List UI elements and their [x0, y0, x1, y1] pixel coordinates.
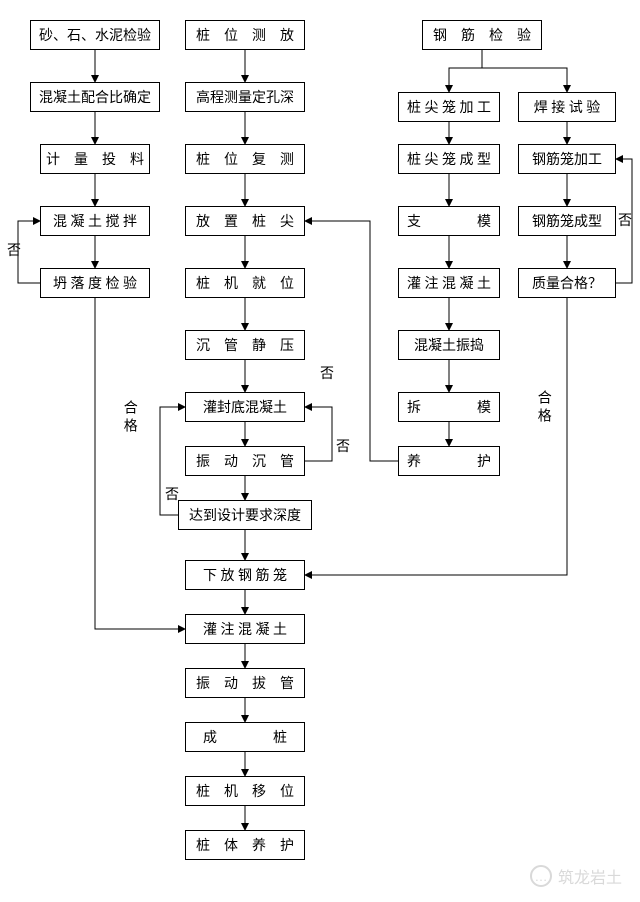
flow-node-c7: 养 护 [398, 446, 500, 476]
flow-node-b12: 振 动 拔 管 [185, 668, 305, 698]
flow-node-b2: 高程测量定孔深 [185, 82, 305, 112]
flow-node-b8: 振 动 沉 管 [185, 446, 305, 476]
flow-node-b11: 灌 注 混 凝 土 [185, 614, 305, 644]
flow-node-c4: 灌 注 混 凝 土 [398, 268, 500, 298]
flow-node-b13: 成 桩 [185, 722, 305, 752]
flow-node-a1: 砂、石、水泥检验 [30, 20, 160, 50]
edge-label: 否 [7, 244, 21, 261]
flow-node-d1: 焊 接 试 验 [518, 92, 616, 122]
flow-node-b14: 桩 机 移 位 [185, 776, 305, 806]
flow-node-b3: 桩 位 复 测 [185, 144, 305, 174]
flow-node-b4: 放 置 桩 尖 [185, 206, 305, 236]
flow-node-b15: 桩 体 养 护 [185, 830, 305, 860]
flowchart-edges [0, 0, 640, 902]
flow-node-b1: 桩 位 测 放 [185, 20, 305, 50]
flow-node-d4: 质量合格？ [518, 268, 616, 298]
flow-node-c1: 桩 尖 笼 加 工 [398, 92, 500, 122]
flow-node-a5: 坍 落 度 检 验 [40, 268, 150, 298]
flow-node-c3: 支 模 [398, 206, 500, 236]
flow-node-a3: 计 量 投 料 [40, 144, 150, 174]
edge-label: 合格 [120, 400, 137, 436]
flow-node-b7: 灌封底混凝土 [185, 392, 305, 422]
flow-node-b5: 桩 机 就 位 [185, 268, 305, 298]
watermark-text: 筑龙岩土 [558, 864, 622, 888]
edge-label: 否 [320, 367, 334, 384]
edge-label: 合格 [534, 390, 551, 426]
flow-node-b6: 沉 管 静 压 [185, 330, 305, 360]
flow-node-d3: 钢筋笼成型 [518, 206, 616, 236]
flow-node-b10: 下 放 钢 筋 笼 [185, 560, 305, 590]
flow-node-a2: 混凝土配合比确定 [30, 82, 160, 112]
watermark: … 筑龙岩土 [530, 864, 622, 888]
wechat-icon: … [530, 865, 552, 887]
flow-node-b9: 达到设计要求深度 [178, 500, 312, 530]
edge-label: 否 [618, 214, 632, 231]
flow-node-c2: 桩 尖 笼 成 型 [398, 144, 500, 174]
flow-node-a4: 混 凝 土 搅 拌 [40, 206, 150, 236]
flow-node-c6: 拆 模 [398, 392, 500, 422]
flow-node-c0: 钢 筋 检 验 [422, 20, 542, 50]
flow-node-d2: 钢筋笼加工 [518, 144, 616, 174]
edge-label: 否 [336, 440, 350, 457]
flow-node-c5: 混凝土振捣 [398, 330, 500, 360]
edge-label: 否 [165, 488, 179, 505]
